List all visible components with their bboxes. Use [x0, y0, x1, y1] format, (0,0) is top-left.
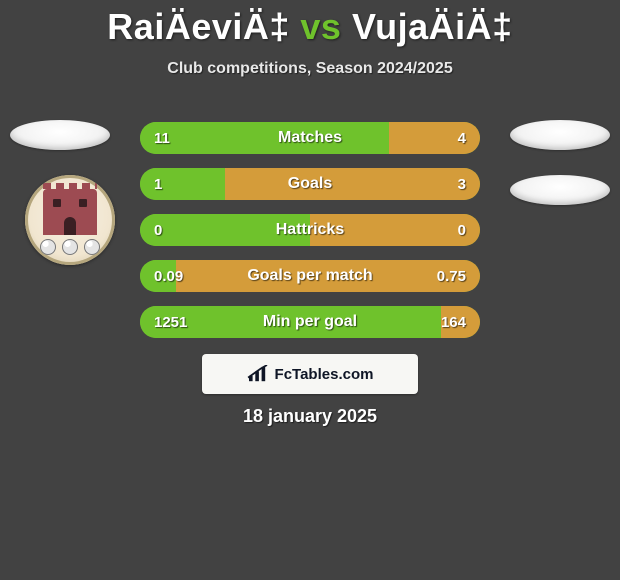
stat-bars: Matches11 4 Goals1 3 Hattricks0 0 Goals per ma…: [140, 122, 480, 352]
player2-badge-placeholder-2: [510, 175, 610, 205]
stat-right-value: 4: [458, 122, 466, 154]
stat-right-value: 164: [441, 306, 466, 338]
stat-right-value: 0: [458, 214, 466, 246]
stat-row: Goals1 3: [140, 168, 480, 200]
stat-row: Min per goal1251 164: [140, 306, 480, 338]
brand-text: FcTables.com: [275, 366, 374, 383]
stat-left-value: 1: [154, 168, 162, 200]
subtitle: Club competitions, Season 2024/2025: [0, 60, 620, 78]
page-title: RaiÄeviÄ‡ vs VujaÄiÄ‡: [0, 0, 620, 48]
stat-label: Goals: [140, 168, 480, 200]
stat-label: Hattricks: [140, 214, 480, 246]
stat-label: Min per goal: [140, 306, 480, 338]
player1-badge-placeholder: [10, 120, 110, 150]
stat-label: Matches: [140, 122, 480, 154]
vs-word: vs: [300, 6, 341, 47]
stat-right-value: 3: [458, 168, 466, 200]
brand-box[interactable]: FcTables.com: [202, 354, 418, 394]
stat-right-value: 0.75: [437, 260, 466, 292]
stat-left-value: 1251: [154, 306, 187, 338]
brand-chart-icon: [247, 365, 269, 383]
stat-left-value: 0: [154, 214, 162, 246]
stat-row: Goals per match0.09 0.75: [140, 260, 480, 292]
stat-row: Hattricks0 0: [140, 214, 480, 246]
stat-left-value: 11: [154, 122, 170, 154]
player2-badge-placeholder-1: [510, 120, 610, 150]
club-crest: [25, 175, 115, 265]
stat-row: Matches11 4: [140, 122, 480, 154]
stat-left-value: 0.09: [154, 260, 183, 292]
player1-name: RaiÄeviÄ‡: [107, 6, 290, 47]
stat-label: Goals per match: [140, 260, 480, 292]
player2-name: VujaÄiÄ‡: [352, 6, 513, 47]
date-text: 18 january 2025: [0, 406, 620, 427]
